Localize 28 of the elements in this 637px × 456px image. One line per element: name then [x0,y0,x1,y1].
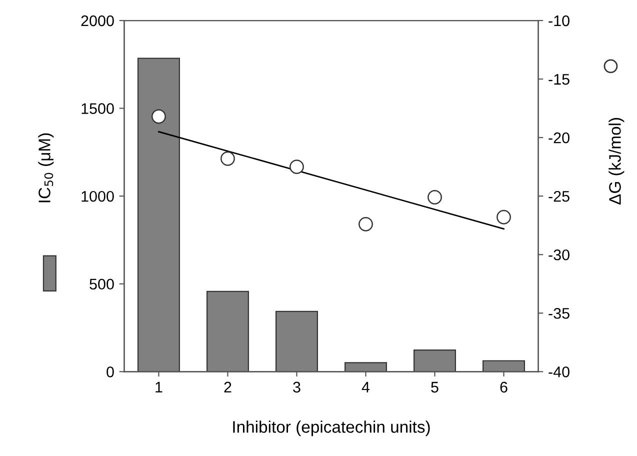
x-tick-label: 5 [431,382,438,393]
y-tick-label: 2000 [81,15,114,26]
y-tick-label: 500 [90,278,114,290]
x-tick-label: 4 [362,382,370,392]
x-tick-label: 1 [156,382,162,392]
bar [137,58,180,372]
bar [275,310,318,372]
y-tick-label: 1500 [82,103,114,114]
y2-tick-label: -10 [548,15,570,26]
bar [482,360,526,372]
y2-tick-label: -15 [548,74,570,85]
bar [206,290,249,372]
x-tick-label: 6 [500,382,508,393]
y2-tick-label: -30 [548,249,570,260]
y2-tick-label: -25 [548,190,570,202]
y2-tick-label: -40 [548,366,570,378]
bar [413,349,456,372]
x-axis-title: Inhibitor (epicatechin units) [233,420,430,436]
x-tick-label: 3 [293,382,300,393]
y-axis-title: IC$_{50}$ (μM) [38,133,54,202]
x-tick-label: 2 [224,382,232,392]
y2-tick-label: -35 [548,308,570,319]
y-tick-label: 1000 [82,190,114,202]
y2-tick-label: -20 [548,132,570,144]
y2-axis-title: ΔG (kJ/mol) [608,118,624,204]
point [152,109,166,124]
bar [344,362,387,372]
y-tick-label: 0 [106,366,114,378]
